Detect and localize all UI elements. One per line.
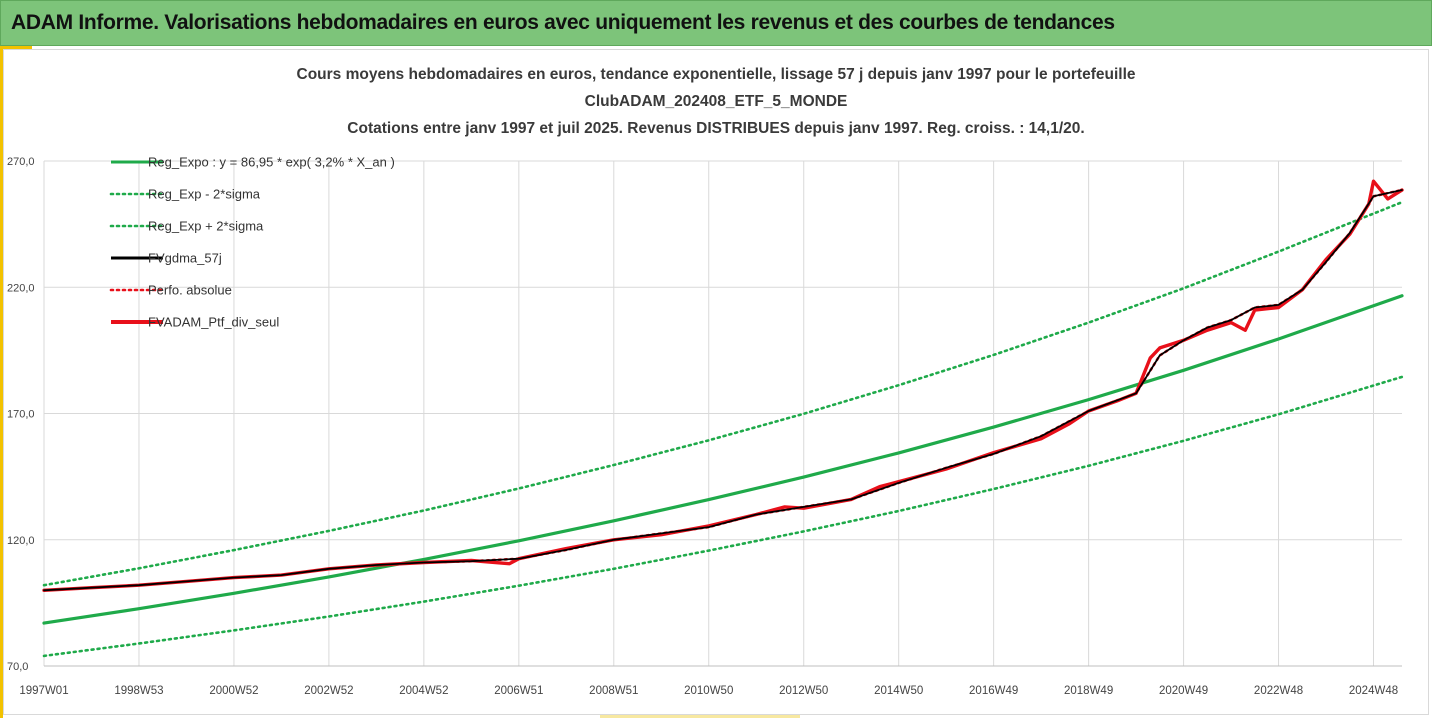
x-tick-label: 2024W48 (1349, 685, 1398, 697)
x-tick-label: 1998W53 (114, 685, 163, 697)
y-tick-label: 170,0 (7, 409, 35, 421)
y-tick-label: 70,0 (7, 661, 28, 673)
series-line-5 (42, 188, 1404, 592)
legend: Reg_Expo : y = 86,95 * exp( 3,2% * X_an … (109, 155, 395, 330)
x-tick-label: 2018W49 (1064, 685, 1113, 697)
x-tick-label: 2006W51 (494, 685, 543, 697)
chart-title-line-2: ClubADAM_202408_ETF_5_MONDE (584, 93, 848, 110)
report-title: ADAM Informe. Valorisations hebdomadaire… (11, 11, 1115, 34)
gridlines (43, 160, 1402, 667)
legend-label: Reg_Exp + 2*sigma (148, 219, 264, 234)
series-line-4 (43, 189, 1403, 592)
chart-title-line-3: Cotations entre janv 1997 et juil 2025. … (347, 120, 1085, 137)
series-line-1 (42, 294, 1404, 625)
legend-label: Reg_Expo : y = 86,95 * exp( 3,2% * X_an … (148, 155, 395, 170)
legend-label: Reg_Exp - 2*sigma (148, 187, 261, 202)
x-tick-label: 2014W50 (874, 685, 923, 697)
x-tick-label: 2004W52 (399, 685, 448, 697)
y-tick-label: 120,0 (7, 535, 35, 547)
x-tick-label: 2000W52 (209, 685, 258, 697)
x-tick-label: 2020W49 (1159, 685, 1208, 697)
x-tick-label: 2016W49 (969, 685, 1018, 697)
x-tick-label: 2010W50 (684, 685, 733, 697)
series-line-3 (42, 200, 1404, 587)
series-lines (42, 179, 1404, 658)
x-tick-label: 2002W52 (304, 685, 353, 697)
x-tick-label: 2022W48 (1254, 685, 1303, 697)
x-axis-ticks: 1997W01 1998W53 2000W52 2002W52 2004W52 2006W… (19, 685, 1398, 697)
y-axis-ticks: 70,0 120,0 170,0 220,0 270,0 (7, 156, 35, 673)
series-line-2 (42, 375, 1404, 658)
x-tick-label: 2012W50 (779, 685, 828, 697)
accent-bar-top (0, 46, 32, 49)
legend-label: Perfo. absolue (148, 283, 232, 298)
chart-title-line-1: Cours moyens hebdomadaires en euros, ten… (296, 66, 1136, 83)
series-line-6 (42, 179, 1404, 592)
x-tick-label: 2008W51 (589, 685, 638, 697)
chart-frame (3, 49, 1429, 715)
x-tick-label: 1997W01 (19, 685, 68, 697)
accent-bar-left (0, 46, 3, 718)
legend-label: FVgdma_57j (148, 251, 222, 266)
y-tick-label: 220,0 (7, 282, 35, 294)
report-banner: ADAM Informe. Valorisations hebdomadaire… (0, 0, 1432, 46)
accent-bar-bottom (600, 715, 800, 718)
legend-label: FVADAM_Ptf_div_seul (148, 315, 279, 330)
y-tick-label: 270,0 (7, 156, 35, 168)
